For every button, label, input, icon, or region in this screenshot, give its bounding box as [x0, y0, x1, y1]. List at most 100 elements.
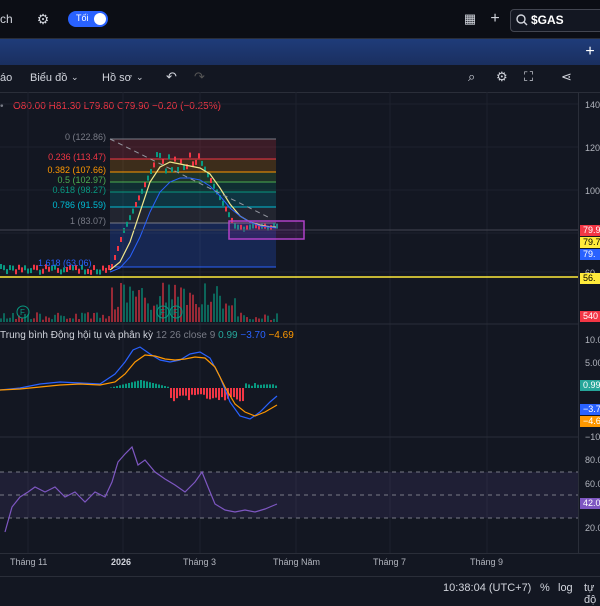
candle: [51, 265, 53, 271]
redo-icon[interactable]: ↷: [194, 69, 205, 84]
macd-histogram-bar: [146, 381, 148, 388]
candle: [207, 172, 209, 178]
volume-bar: [18, 315, 20, 322]
time-tick: Tháng 11: [10, 557, 48, 567]
macd-histogram-bar: [119, 385, 121, 388]
candle: [111, 264, 113, 269]
macd-tick: 10.0: [585, 335, 600, 345]
volume-bar: [21, 318, 23, 322]
legend-open: O80.00: [13, 101, 46, 112]
candle: [57, 267, 59, 273]
earnings-badge[interactable]: F: [156, 305, 170, 319]
macd-histogram-bar: [173, 388, 175, 402]
price-tick: 120: [585, 143, 600, 153]
indicator-search-icon[interactable]: ⌕: [468, 69, 476, 84]
fib-level-label: 0.786 (91.59): [52, 200, 106, 210]
time-tick: Tháng 9: [470, 557, 504, 567]
share-icon[interactable]: ⋖: [561, 69, 572, 84]
legend-change: −0.20 (−0.25%): [152, 101, 221, 112]
candle: [243, 226, 245, 232]
volume-bar: [33, 318, 35, 322]
candle: [45, 264, 47, 270]
volume-bar: [243, 315, 245, 322]
time-tick: 2026: [111, 557, 132, 567]
macd-histogram-bar: [155, 383, 157, 388]
volume-bar: [36, 312, 38, 322]
fib-trendline[interactable]: [109, 138, 271, 219]
candle: [267, 225, 269, 231]
undo-icon[interactable]: ↶: [166, 69, 177, 84]
settings-gear-icon[interactable]: ⚙: [496, 69, 508, 84]
chevron-down-icon: ⌄: [71, 72, 79, 82]
macd-histogram-bar: [251, 385, 253, 388]
volume-bar: [228, 305, 230, 322]
legend-close: C79.90: [117, 101, 150, 112]
add-icon[interactable]: +: [490, 10, 500, 27]
volume-bar: [39, 313, 41, 322]
volume-bar: [198, 307, 200, 322]
macd-histogram-bar: [188, 388, 190, 401]
volume-bar: [108, 316, 110, 322]
macd-value-1: 0.99: [218, 330, 238, 341]
layout-grid-icon[interactable]: ▦: [463, 11, 477, 26]
toolbar-cut-label[interactable]: áo: [0, 72, 13, 84]
macd-histogram-bar: [212, 388, 214, 399]
candle: [204, 166, 206, 172]
volume-bar: [249, 319, 251, 322]
auto-toggle[interactable]: tự độ: [584, 582, 597, 606]
volume-bar: [177, 296, 179, 322]
candle: [171, 167, 173, 173]
chart-type-menu[interactable]: Biểu đồ: [30, 72, 68, 84]
volume-bar: [111, 287, 113, 322]
macd-histogram-bar: [248, 384, 250, 388]
candle: [0, 264, 2, 269]
candle: [129, 215, 131, 221]
volume-bar: [114, 309, 116, 322]
profile-menu[interactable]: Hồ sơ: [102, 72, 132, 84]
candle: [225, 206, 227, 212]
volume-bar: [204, 283, 206, 322]
volume-bar: [78, 319, 80, 322]
new-tab-icon[interactable]: +: [585, 43, 595, 60]
candle: [42, 268, 44, 274]
clock[interactable]: 10:38:04 (UTC+7): [443, 582, 532, 594]
volume-tag: 540: [580, 311, 600, 322]
candle: [240, 224, 242, 230]
theme-toggle[interactable]: Tối: [68, 11, 108, 27]
theme-toggle-label: Tối: [76, 13, 89, 23]
price-tick: 140: [585, 100, 600, 110]
price-tag: 79.: [580, 249, 600, 260]
volume-bar: [174, 284, 176, 322]
volume-bar: [237, 316, 239, 322]
price-tick: 100: [585, 186, 600, 196]
macd-histogram-bar: [140, 380, 142, 388]
volume-bar: [162, 282, 164, 322]
candle: [246, 225, 248, 231]
earnings-badge[interactable]: F: [16, 305, 30, 319]
fullscreen-icon[interactable]: ⛶: [524, 69, 534, 84]
volume-bar: [159, 296, 161, 322]
macd-histogram-bar: [131, 382, 133, 388]
candle: [105, 267, 107, 273]
symbol-search[interactable]: $GAS: [510, 9, 600, 32]
price-tag: 79.7: [580, 237, 600, 248]
fib-level-label: 0.618 (98.27): [52, 185, 106, 195]
volume-bar: [12, 312, 14, 322]
candle: [132, 208, 134, 214]
earnings-badge[interactable]: F: [169, 305, 183, 319]
candle: [210, 178, 212, 183]
fib-level-label: 0.5 (102.97): [57, 175, 106, 185]
drawn-rectangle[interactable]: [228, 220, 305, 240]
macd-histogram-bar: [110, 387, 112, 388]
support-price-tag: 56.: [580, 273, 600, 284]
volume-bar: [219, 295, 221, 322]
chevron-down-icon: ⌄: [136, 72, 144, 82]
percent-toggle[interactable]: %: [540, 582, 550, 594]
log-toggle[interactable]: log: [558, 582, 573, 594]
candle: [126, 221, 128, 227]
volume-bar: [99, 317, 101, 322]
volume-bar: [246, 317, 248, 322]
gear-icon[interactable]: ⚙: [36, 10, 50, 27]
candle: [165, 168, 167, 174]
main-chart[interactable]: F F F: [0, 92, 578, 554]
